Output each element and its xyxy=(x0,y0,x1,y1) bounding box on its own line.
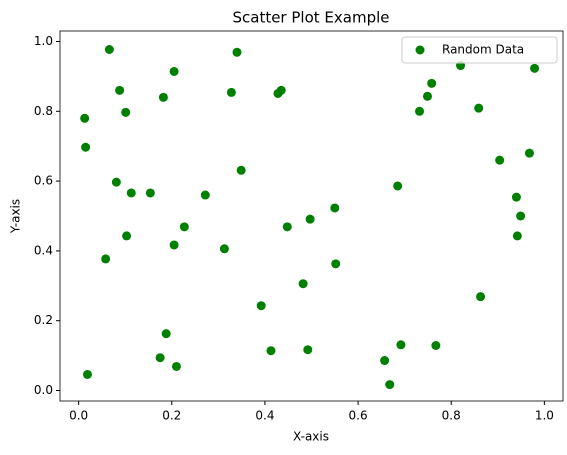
point xyxy=(121,107,131,117)
chart-title: Scatter Plot Example xyxy=(232,9,389,27)
x-axis-label: X-axis xyxy=(293,430,329,444)
point xyxy=(380,356,390,366)
point xyxy=(415,106,425,116)
point xyxy=(266,346,276,356)
point xyxy=(115,85,125,95)
point xyxy=(276,85,286,95)
x-tick-label: 0.2 xyxy=(162,409,181,423)
point xyxy=(495,155,505,165)
point xyxy=(171,361,181,371)
point xyxy=(169,240,179,250)
point xyxy=(476,292,486,302)
y-tick-label: 0.6 xyxy=(34,174,53,188)
point xyxy=(145,188,155,198)
point xyxy=(158,92,168,102)
point xyxy=(516,211,526,221)
point xyxy=(161,329,171,339)
legend-marker xyxy=(415,45,425,55)
point xyxy=(232,47,242,57)
y-tick-label: 0.8 xyxy=(34,104,53,118)
x-tick-label: 1.0 xyxy=(535,409,554,423)
point xyxy=(200,190,210,200)
point xyxy=(524,148,534,158)
point xyxy=(305,214,315,224)
point xyxy=(511,192,521,202)
point xyxy=(111,177,121,187)
point xyxy=(82,369,92,379)
point xyxy=(256,301,266,311)
y-tick-label: 0.4 xyxy=(34,243,53,257)
point xyxy=(179,222,189,232)
point xyxy=(219,244,229,254)
point xyxy=(80,113,90,123)
plot-frame xyxy=(59,30,564,402)
y-tick-label: 0.2 xyxy=(34,313,53,327)
point xyxy=(226,87,236,97)
point xyxy=(393,181,403,191)
x-tick-label: 0.6 xyxy=(349,409,368,423)
point xyxy=(126,188,136,198)
point xyxy=(427,78,437,88)
point xyxy=(169,66,179,76)
y-tick-label: 1.0 xyxy=(34,34,53,48)
x-tick-label: 0.8 xyxy=(442,409,461,423)
point xyxy=(530,63,540,73)
point xyxy=(122,231,132,241)
legend-box xyxy=(401,36,558,64)
x-tick-label: 0.4 xyxy=(255,409,274,423)
point xyxy=(331,259,341,269)
point xyxy=(396,340,406,350)
point xyxy=(422,91,432,101)
point xyxy=(155,353,165,363)
point xyxy=(474,103,484,113)
y-tick-label: 0.0 xyxy=(34,383,53,397)
point xyxy=(298,279,308,289)
point xyxy=(330,203,340,213)
point xyxy=(81,142,91,152)
point xyxy=(101,254,111,264)
point xyxy=(104,45,114,54)
point xyxy=(385,380,395,390)
y-axis-label: Y-axis xyxy=(9,199,23,234)
point xyxy=(512,231,522,241)
x-tick-label: 0.0 xyxy=(69,409,88,423)
point xyxy=(303,345,313,355)
point xyxy=(282,222,292,232)
legend-label: Random Data xyxy=(442,43,524,57)
point xyxy=(431,341,441,350)
point xyxy=(236,165,246,175)
